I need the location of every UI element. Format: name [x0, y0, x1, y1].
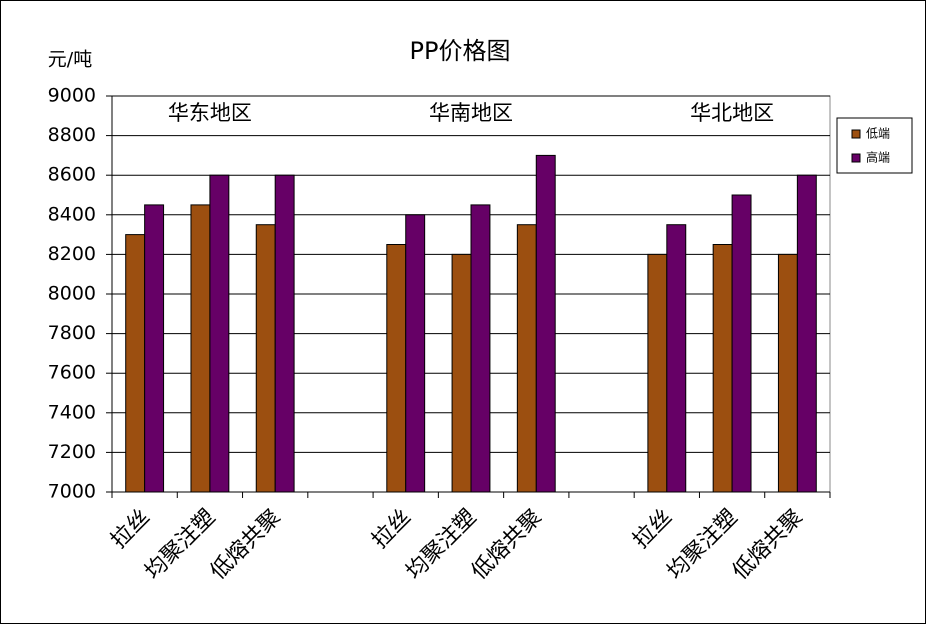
bar [451, 253, 472, 493]
y-tick-label: 8600 [48, 164, 96, 186]
bar [666, 224, 687, 493]
y-tick-label: 8000 [48, 283, 96, 305]
y-tick-label: 7400 [48, 401, 96, 423]
legend-label: 高端 [866, 150, 890, 165]
bar [405, 214, 426, 493]
y-tick-label: 7800 [48, 322, 96, 344]
y-tick-label: 9000 [48, 85, 96, 107]
y-tick-label: 8200 [48, 243, 96, 265]
bar [796, 174, 817, 493]
legend-swatch [851, 153, 861, 163]
bar [274, 174, 295, 493]
y-tick-label: 7200 [48, 441, 96, 463]
y-tick-label: 8800 [48, 124, 96, 146]
bar [144, 204, 165, 493]
region-label: 华东地区 [168, 101, 252, 125]
bar [516, 224, 537, 493]
y-tick-label: 8400 [48, 203, 96, 225]
bar [535, 154, 556, 493]
region-label: 华北地区 [690, 101, 774, 125]
region-label: 华南地区 [429, 101, 513, 125]
bar [777, 253, 798, 493]
y-axis-label: 元/吨 [48, 49, 92, 71]
legend-box [836, 117, 913, 174]
bar [125, 234, 146, 493]
bar [731, 194, 752, 493]
bar [647, 253, 668, 493]
legend-label: 低端 [866, 127, 890, 141]
bar [255, 224, 276, 493]
legend-swatch [851, 129, 861, 139]
y-tick-label: 7600 [48, 362, 96, 384]
bar [209, 174, 230, 493]
bar [190, 204, 211, 493]
y-tick-label: 7000 [48, 481, 96, 503]
bar [712, 244, 733, 493]
chart-title: PP价格图 [410, 37, 511, 65]
bar [386, 244, 407, 493]
bar [470, 204, 491, 493]
